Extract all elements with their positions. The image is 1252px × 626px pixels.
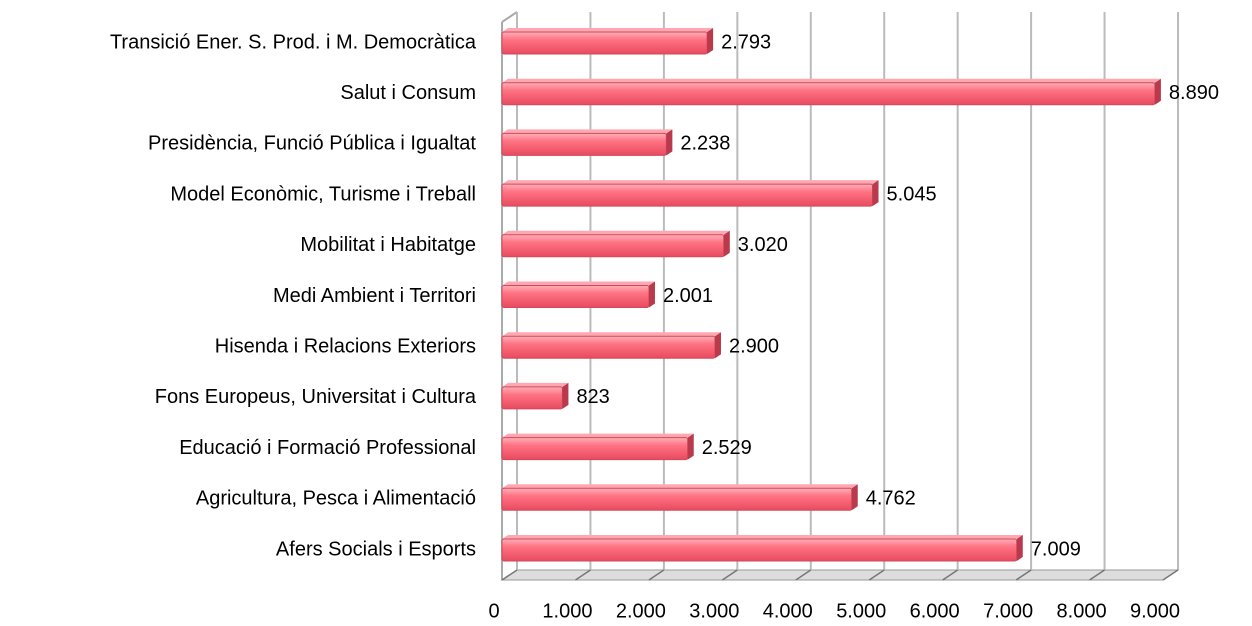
bar-top <box>502 484 858 489</box>
value-label: 3.020 <box>738 234 788 256</box>
x-tick-label: 8.000 <box>1057 600 1107 622</box>
bar-side <box>714 332 721 359</box>
bar-top <box>502 535 1023 539</box>
bar-top <box>502 230 730 235</box>
floor <box>500 569 1180 581</box>
bar-top <box>502 281 655 286</box>
value-label: 2.900 <box>729 335 779 357</box>
category-label: Presidència, Funció Pública i Igualtat <box>148 133 476 155</box>
bar <box>501 234 725 258</box>
value-label: 5.045 <box>887 183 937 205</box>
bar-side <box>1154 78 1161 105</box>
value-label: 4.762 <box>866 488 916 510</box>
bar <box>501 386 563 410</box>
category-label: Model Econòmic, Turisme i Treball <box>170 183 476 205</box>
x-tick-label: 6.000 <box>910 600 960 622</box>
floor-grid-line <box>721 569 738 581</box>
floor-grid-line <box>795 569 812 581</box>
bar-top <box>502 129 673 134</box>
value-label: 2.001 <box>663 285 713 307</box>
floor-grid-line <box>648 569 665 581</box>
floor-grid-line <box>575 569 591 581</box>
value-label: 2.793 <box>721 31 771 53</box>
bar <box>501 538 1018 562</box>
x-tick-label: 4.000 <box>763 600 813 622</box>
bar <box>501 183 874 207</box>
value-label: 8.890 <box>1169 82 1219 104</box>
category-label: Transició Ener. S. Prod. i M. Democràtic… <box>110 31 477 53</box>
bar-top <box>502 28 714 32</box>
x-tick-label: 0 <box>488 600 499 622</box>
bar <box>501 285 650 308</box>
bar-top <box>502 78 1161 83</box>
bar-side <box>851 484 858 511</box>
bar <box>501 31 708 55</box>
category-label: Medi Ambient i Territori <box>273 285 476 307</box>
bar-side <box>1016 535 1023 561</box>
bar-top <box>502 332 721 337</box>
floor-grid-line <box>1089 569 1105 581</box>
bar <box>501 487 853 511</box>
x-tick-label: 1.000 <box>542 600 592 622</box>
x-tick-label: 7.000 <box>983 600 1033 622</box>
category-label: Agricultura, Pesca i Alimentació <box>196 488 476 510</box>
bar-side <box>707 28 714 54</box>
floor-grid-line <box>1162 569 1179 581</box>
floor-grid-line <box>501 569 518 581</box>
bar <box>501 82 1156 106</box>
category-label: Fons Europeus, Universitat i Cultura <box>155 386 477 408</box>
x-tick-label: 5.000 <box>836 600 886 622</box>
category-label: Mobilitat i Habitatge <box>300 234 476 256</box>
bar-side <box>562 382 569 409</box>
category-label: Hisenda i Relacions Exteriors <box>215 335 476 357</box>
bar-top <box>502 180 879 185</box>
value-label: 2.238 <box>680 133 730 155</box>
bar-side <box>648 281 655 308</box>
bar-side <box>687 433 694 460</box>
bar-top <box>502 433 694 438</box>
category-label: Afers Socials i Esports <box>276 538 476 560</box>
x-tick-label: 9.000 <box>1130 600 1180 622</box>
bar-top <box>502 382 569 387</box>
bar <box>501 335 716 359</box>
floor-grid-line <box>942 569 959 581</box>
bar-side <box>666 129 673 156</box>
bar <box>501 132 667 156</box>
x-tick-label: 2.000 <box>616 600 666 622</box>
value-label: 7.009 <box>1031 538 1081 560</box>
category-label: Salut i Consum <box>340 82 476 104</box>
bar <box>501 437 689 461</box>
wall-top <box>501 11 518 23</box>
category-label: Educació i Formació Professional <box>179 437 476 459</box>
floor-grid-line <box>1015 569 1032 581</box>
floor-grid-line <box>868 569 885 581</box>
bar-side <box>723 230 730 257</box>
bar-side <box>872 180 879 207</box>
x-tick-label: 3.000 <box>689 600 739 622</box>
value-label: 2.529 <box>702 437 752 459</box>
value-label: 823 <box>576 386 609 408</box>
